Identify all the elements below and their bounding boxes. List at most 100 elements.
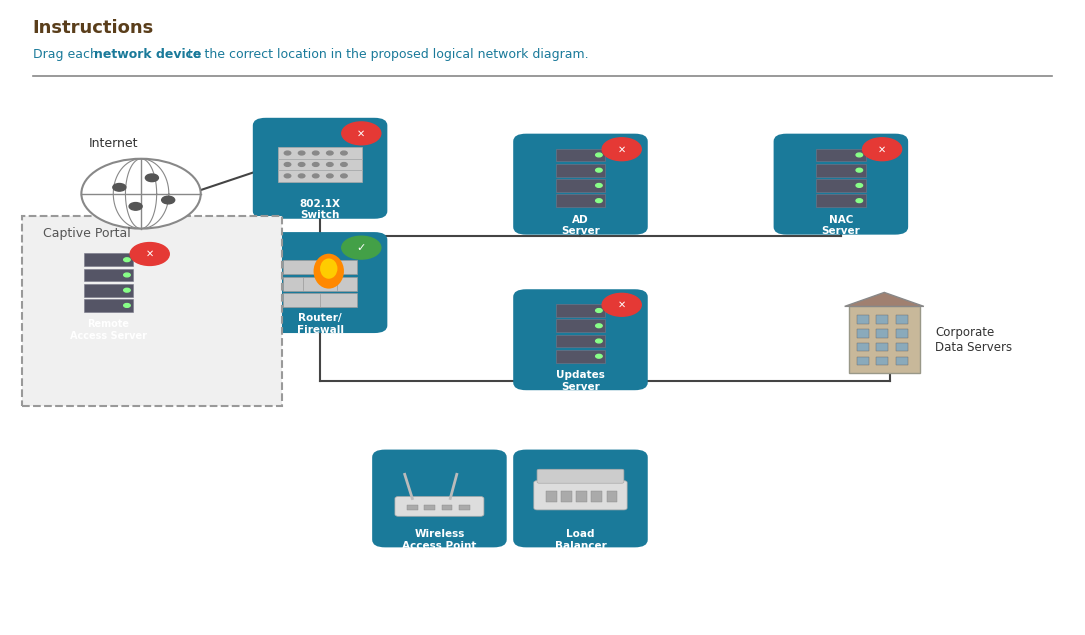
Circle shape bbox=[856, 153, 863, 157]
Text: ✕: ✕ bbox=[878, 144, 886, 154]
FancyBboxPatch shape bbox=[774, 134, 908, 235]
FancyBboxPatch shape bbox=[513, 134, 648, 235]
Circle shape bbox=[113, 184, 126, 191]
FancyBboxPatch shape bbox=[22, 216, 282, 406]
FancyBboxPatch shape bbox=[459, 505, 470, 510]
Circle shape bbox=[596, 199, 602, 203]
FancyBboxPatch shape bbox=[816, 149, 866, 161]
Circle shape bbox=[596, 324, 602, 328]
Text: to the correct location in the proposed logical network diagram.: to the correct location in the proposed … bbox=[184, 48, 589, 60]
FancyBboxPatch shape bbox=[591, 491, 602, 502]
Text: Load
Balancer: Load Balancer bbox=[554, 529, 607, 551]
FancyBboxPatch shape bbox=[283, 277, 357, 291]
Circle shape bbox=[124, 288, 130, 292]
FancyBboxPatch shape bbox=[857, 343, 868, 351]
FancyBboxPatch shape bbox=[407, 505, 418, 510]
Circle shape bbox=[162, 196, 175, 204]
Circle shape bbox=[341, 151, 347, 155]
Text: network device: network device bbox=[94, 48, 202, 60]
Text: AD
Server: AD Server bbox=[561, 215, 600, 236]
FancyBboxPatch shape bbox=[561, 491, 572, 502]
FancyBboxPatch shape bbox=[534, 481, 627, 510]
FancyBboxPatch shape bbox=[896, 329, 907, 338]
Circle shape bbox=[856, 199, 863, 203]
Circle shape bbox=[298, 163, 305, 166]
FancyBboxPatch shape bbox=[442, 505, 452, 510]
FancyBboxPatch shape bbox=[84, 299, 133, 312]
FancyBboxPatch shape bbox=[556, 149, 605, 161]
FancyBboxPatch shape bbox=[84, 253, 133, 266]
FancyBboxPatch shape bbox=[278, 159, 362, 170]
FancyBboxPatch shape bbox=[395, 497, 484, 516]
FancyBboxPatch shape bbox=[816, 179, 866, 192]
Circle shape bbox=[312, 151, 319, 155]
FancyBboxPatch shape bbox=[556, 164, 605, 177]
Text: Wireless
Access Point: Wireless Access Point bbox=[403, 529, 476, 551]
FancyBboxPatch shape bbox=[556, 350, 605, 363]
FancyBboxPatch shape bbox=[857, 315, 868, 323]
Circle shape bbox=[129, 203, 142, 210]
Circle shape bbox=[602, 293, 641, 316]
Circle shape bbox=[327, 151, 333, 155]
Circle shape bbox=[341, 163, 347, 166]
Circle shape bbox=[145, 174, 158, 182]
Circle shape bbox=[341, 174, 347, 178]
Polygon shape bbox=[844, 292, 923, 306]
Circle shape bbox=[596, 168, 602, 172]
Circle shape bbox=[284, 174, 291, 178]
FancyBboxPatch shape bbox=[556, 335, 605, 347]
Circle shape bbox=[298, 174, 305, 178]
Circle shape bbox=[596, 354, 602, 358]
FancyBboxPatch shape bbox=[556, 194, 605, 207]
FancyBboxPatch shape bbox=[283, 293, 357, 307]
Ellipse shape bbox=[320, 258, 337, 279]
FancyBboxPatch shape bbox=[513, 450, 648, 547]
Text: Instructions: Instructions bbox=[33, 19, 154, 37]
FancyBboxPatch shape bbox=[546, 491, 557, 502]
FancyBboxPatch shape bbox=[372, 450, 507, 547]
FancyBboxPatch shape bbox=[283, 260, 357, 274]
FancyBboxPatch shape bbox=[877, 329, 888, 338]
Circle shape bbox=[284, 151, 291, 155]
Text: Captive Portal: Captive Portal bbox=[43, 227, 131, 240]
Text: Internet: Internet bbox=[89, 138, 139, 150]
FancyBboxPatch shape bbox=[576, 491, 587, 502]
FancyBboxPatch shape bbox=[537, 469, 624, 483]
FancyBboxPatch shape bbox=[278, 147, 362, 159]
FancyBboxPatch shape bbox=[556, 304, 605, 317]
Text: ✓: ✓ bbox=[357, 243, 366, 253]
Circle shape bbox=[856, 168, 863, 172]
Circle shape bbox=[130, 243, 169, 265]
Text: NAC
Server: NAC Server bbox=[821, 215, 860, 236]
Text: 802.1X
Switch: 802.1X Switch bbox=[299, 199, 341, 220]
Circle shape bbox=[602, 138, 641, 161]
FancyBboxPatch shape bbox=[253, 232, 387, 333]
FancyBboxPatch shape bbox=[877, 357, 888, 366]
Text: ✕: ✕ bbox=[617, 144, 626, 154]
FancyBboxPatch shape bbox=[607, 491, 617, 502]
Text: Router/
Firewall: Router/ Firewall bbox=[296, 313, 344, 335]
Circle shape bbox=[327, 163, 333, 166]
Text: ✕: ✕ bbox=[617, 300, 626, 310]
Circle shape bbox=[342, 236, 381, 259]
Ellipse shape bbox=[314, 253, 344, 288]
Circle shape bbox=[124, 258, 130, 262]
Circle shape bbox=[312, 174, 319, 178]
Circle shape bbox=[284, 163, 291, 166]
Text: Updates
Server: Updates Server bbox=[556, 370, 605, 392]
FancyBboxPatch shape bbox=[877, 343, 888, 351]
Text: Remote
Access Server: Remote Access Server bbox=[71, 319, 146, 341]
Circle shape bbox=[327, 174, 333, 178]
FancyBboxPatch shape bbox=[278, 170, 362, 182]
FancyBboxPatch shape bbox=[424, 505, 435, 510]
FancyBboxPatch shape bbox=[84, 284, 133, 297]
Circle shape bbox=[124, 273, 130, 277]
Circle shape bbox=[312, 163, 319, 166]
FancyBboxPatch shape bbox=[857, 329, 868, 338]
FancyBboxPatch shape bbox=[816, 194, 866, 207]
Text: Drag each: Drag each bbox=[33, 48, 101, 60]
Circle shape bbox=[863, 138, 902, 161]
Circle shape bbox=[596, 339, 602, 343]
FancyBboxPatch shape bbox=[84, 269, 133, 281]
FancyBboxPatch shape bbox=[896, 315, 907, 323]
